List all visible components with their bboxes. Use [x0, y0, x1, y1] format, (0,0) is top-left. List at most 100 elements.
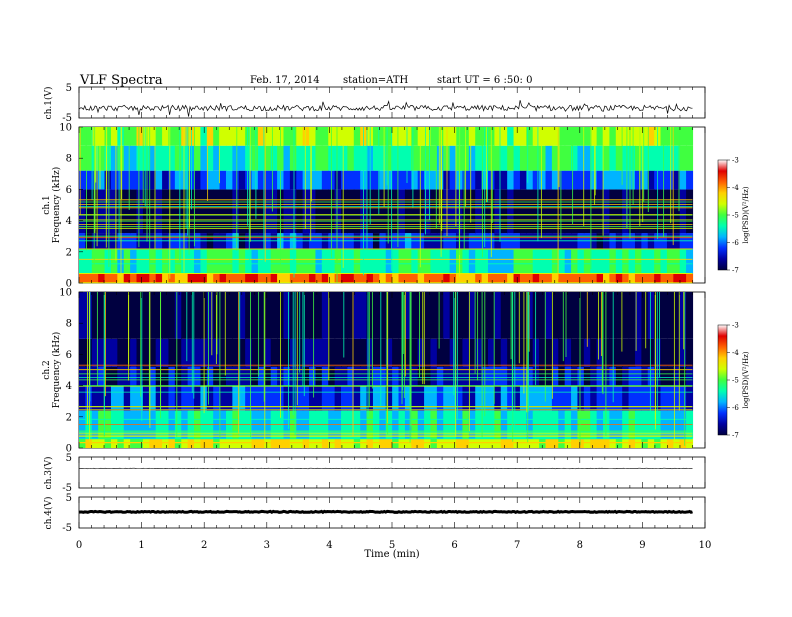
spectrogram-cell — [385, 170, 393, 190]
spectrogram-cell — [545, 170, 553, 190]
spectrogram-cell — [219, 127, 227, 146]
spectrogram-cell — [564, 127, 572, 146]
spectrogram-cell — [225, 189, 233, 234]
spectrogram-cell — [85, 292, 93, 339]
spectrogram-cell — [85, 248, 93, 274]
spectrogram-cell — [206, 292, 214, 339]
spectrogram-cell — [98, 366, 106, 386]
spectrogram-cell — [302, 338, 310, 367]
spectrogram-cell — [353, 438, 361, 448]
spectrogram-cell — [347, 145, 355, 171]
spectrogram-cell — [334, 385, 342, 411]
spectrogram-cell — [507, 170, 515, 190]
spectrogram-cell — [321, 248, 329, 274]
spectrogram-cell — [149, 145, 157, 171]
spectrogram-cell — [174, 292, 182, 339]
spectrogram-cell — [79, 248, 86, 274]
spectrogram-cell — [532, 170, 540, 190]
spectrogram-cell — [79, 438, 86, 448]
spectrogram-cell — [270, 170, 278, 190]
spectrogram-cell — [622, 127, 630, 146]
spectrogram-cell — [219, 273, 227, 283]
spectrogram-cell — [577, 127, 585, 146]
spectrogram-cell — [219, 366, 227, 386]
spectrogram-cell — [647, 366, 655, 386]
spectrogram-cell — [149, 127, 157, 146]
spectrogram-cell — [424, 438, 432, 448]
spectrogram-cell — [468, 292, 476, 339]
spectrogram-cell — [660, 248, 668, 274]
spectrogram-cell — [219, 385, 227, 411]
spectrogram-cell — [206, 248, 214, 274]
ch4-voltage-axis-label: ch.4(V) — [43, 497, 54, 530]
spectrogram-cell — [142, 366, 150, 386]
spectrogram-cell — [558, 385, 566, 411]
colorbar-gradient — [717, 324, 728, 436]
spectrogram-cell — [79, 170, 86, 190]
spectrogram-cell — [245, 385, 253, 411]
spectrogram-cell — [360, 338, 368, 367]
spectrogram-cell — [673, 189, 681, 234]
spectrogram-cell — [257, 366, 265, 386]
spectrogram-cell — [372, 248, 380, 274]
spectrogram-cell — [174, 248, 182, 274]
spectrogram-cell — [130, 385, 138, 411]
spectrogram-cell — [123, 248, 131, 274]
spectrogram-cell — [500, 189, 508, 234]
spectrogram-cell — [456, 273, 464, 283]
spectrogram-cell — [647, 273, 655, 283]
spectrogram-cell — [168, 145, 176, 171]
spectrogram-cell — [238, 145, 246, 171]
spectrogram-cell — [321, 385, 329, 411]
spectrogram-cell — [302, 385, 310, 411]
spectrogram-cell — [372, 338, 380, 367]
colorbar-tick-label: -5 — [732, 212, 739, 220]
spectrogram-cell — [385, 385, 393, 411]
spectrogram-cell — [309, 366, 317, 386]
spectrogram-cell — [104, 385, 112, 411]
spectrogram-cell — [500, 292, 508, 339]
spectrogram-cell — [187, 292, 195, 339]
spectrogram-cell — [232, 366, 240, 386]
spectrogram-cell — [596, 385, 604, 411]
spectrogram-cell — [309, 127, 317, 146]
spectrogram-cell — [353, 248, 361, 274]
spectrogram-cell — [519, 366, 527, 386]
spectrogram-cell — [321, 366, 329, 386]
spectrogram-cell — [257, 248, 265, 274]
spectrogram-cell — [347, 189, 355, 234]
spectrogram-cell — [545, 366, 553, 386]
spectrogram-cell — [162, 248, 170, 274]
spectrogram-cell — [539, 366, 547, 386]
spectrogram-cell — [85, 170, 93, 190]
spectrogram-cell — [647, 189, 655, 234]
spectrogram-cell — [168, 248, 176, 274]
spectrogram-cell — [622, 292, 630, 339]
spectrogram-cell — [174, 189, 182, 234]
spectrogram-cell — [142, 170, 150, 190]
spectrogram-cell — [462, 366, 470, 386]
spectrogram-cell — [392, 292, 400, 339]
spectrogram-cell — [417, 385, 425, 411]
ch2-spectrogram — [79, 292, 694, 448]
spectrogram-cell — [142, 248, 150, 274]
spectrogram-cell — [283, 273, 291, 283]
spectrogram-cell — [539, 292, 547, 339]
spectrogram-cell — [679, 273, 687, 283]
spectrogram-cell — [168, 189, 176, 234]
spectrogram-cell — [660, 438, 668, 448]
spectrogram-cell — [123, 145, 131, 171]
spectrogram-cell — [110, 366, 118, 386]
spectrogram-cell — [647, 248, 655, 274]
spectrogram-cell — [443, 248, 451, 274]
spectrogram-cell — [283, 292, 291, 339]
spectrogram-cell — [596, 438, 604, 448]
spectrogram-cell — [385, 273, 393, 283]
spectrogram-cell — [155, 145, 163, 171]
spectrogram-cell — [481, 248, 489, 274]
spectrogram-cell — [513, 170, 521, 190]
spectrogram-cell — [539, 438, 547, 448]
spectrogram-cell — [641, 273, 649, 283]
